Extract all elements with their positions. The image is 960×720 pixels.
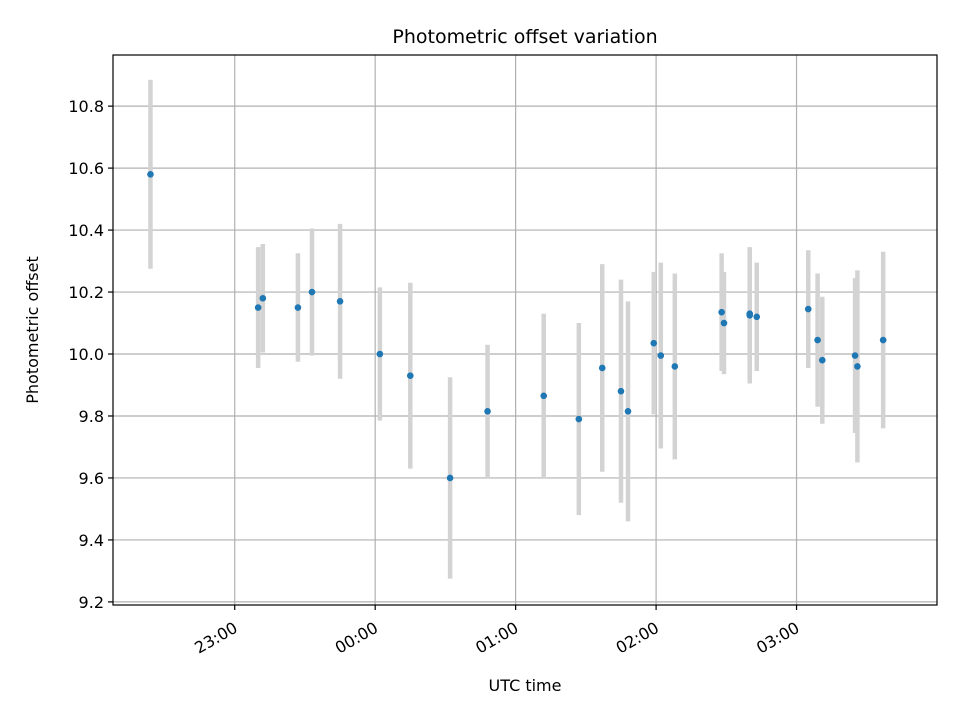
data-point [624, 408, 632, 415]
y-tick-label: 10.6 [68, 159, 104, 178]
data-point [598, 364, 606, 372]
data-point [376, 350, 384, 358]
data-point [879, 336, 887, 344]
data-point [294, 304, 302, 311]
data-point [254, 304, 262, 311]
data-point [147, 170, 154, 178]
data-points [147, 170, 887, 482]
data-point [720, 319, 728, 327]
data-point [617, 387, 625, 395]
y-tick-label: 10.4 [68, 221, 104, 240]
data-point [336, 298, 344, 305]
chart-title: Photometric offset variation [392, 26, 657, 48]
plot-frame [112, 54, 938, 606]
y-axis-label: Photometric offset [23, 256, 42, 404]
data-point [818, 356, 826, 364]
data-point [718, 308, 725, 316]
y-tick-label: 9.8 [79, 407, 104, 426]
data-point [446, 474, 454, 482]
y-tick-label: 10.0 [68, 345, 104, 364]
data-point [657, 352, 665, 359]
y-tick-label: 9.4 [79, 531, 104, 550]
y-tick-label: 10.2 [68, 283, 104, 302]
grid [113, 55, 937, 605]
data-point [851, 352, 859, 359]
y-tick-label: 9.2 [79, 593, 104, 612]
y-tick-label: 10.8 [68, 97, 104, 116]
y-tick-label: 9.6 [79, 469, 104, 488]
data-point [804, 305, 812, 313]
data-point [484, 408, 491, 415]
data-point [854, 363, 861, 370]
data-point [540, 392, 548, 400]
data-point [259, 294, 267, 302]
data-point [814, 336, 821, 344]
data-point [753, 313, 761, 321]
data-point [308, 288, 316, 296]
x-axis-label: UTC time [489, 676, 562, 695]
data-point [671, 363, 679, 370]
y-axis-ticks: 9.2 9.4 9.6 9.8 10.0 10.2 10.4 10.6 10.8 [68, 97, 113, 612]
data-point [575, 415, 583, 423]
data-point [650, 339, 658, 347]
data-point [746, 310, 754, 318]
data-point [406, 372, 414, 380]
